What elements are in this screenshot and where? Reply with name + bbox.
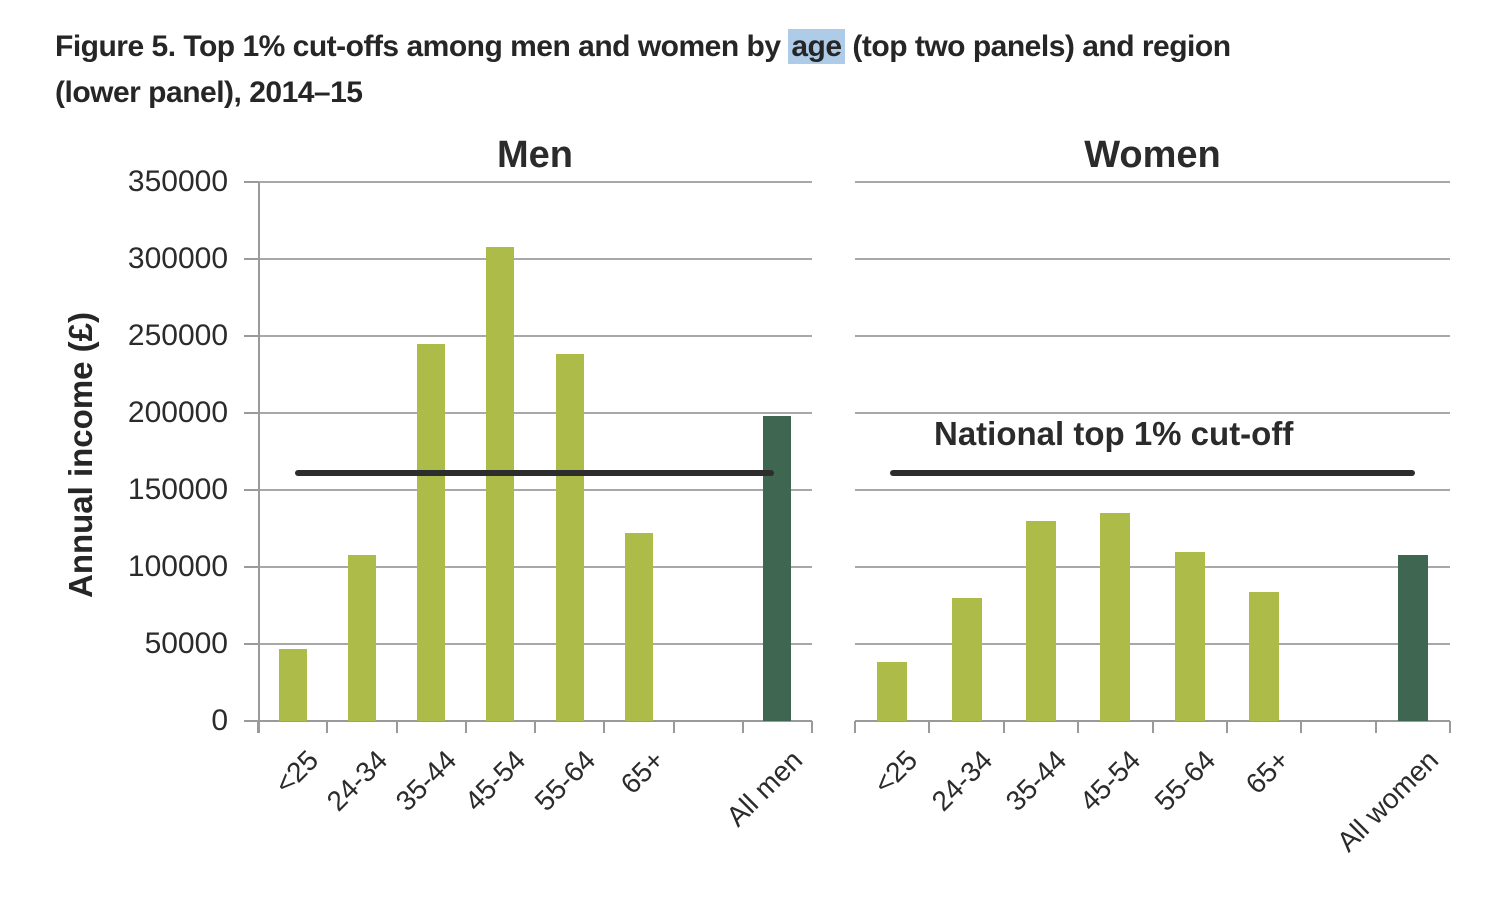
x-axis-tick bbox=[1449, 721, 1451, 733]
y-axis-tick-labels: 350000 300000 250000 200000 150000 100000 5000… bbox=[95, 165, 242, 737]
title-text-before: Figure 5. Top 1% cut-offs among men and … bbox=[55, 30, 789, 63]
bar-55-64 bbox=[555, 354, 584, 721]
y-axis-tick bbox=[244, 412, 258, 414]
bar-all-women bbox=[1397, 554, 1428, 721]
bar-24-34 bbox=[951, 597, 982, 721]
bar--25 bbox=[877, 662, 908, 721]
bar-65+ bbox=[1249, 591, 1280, 721]
x-axis-tick bbox=[603, 721, 606, 733]
bar-35-44 bbox=[1025, 520, 1056, 721]
y-axis-tick bbox=[244, 566, 258, 568]
x-axis-tick bbox=[741, 721, 744, 733]
y-tick-label: 350000 bbox=[127, 165, 228, 198]
y-axis-tick bbox=[244, 181, 258, 183]
y-axis-tick bbox=[244, 258, 258, 260]
y-tick-label: 300000 bbox=[127, 242, 228, 275]
x-axis-tick bbox=[1300, 721, 1303, 733]
x-tick-label: All women bbox=[1330, 744, 1445, 858]
x-axis-tick bbox=[1151, 721, 1154, 733]
gridline bbox=[258, 335, 812, 337]
y-tick-label: 200000 bbox=[127, 396, 228, 429]
figure-title: Figure 5. Top 1% cut-offs among men and … bbox=[55, 24, 1455, 116]
national-cutoff-label: National top 1% cut-off bbox=[934, 415, 1294, 452]
y-axis-line bbox=[258, 182, 260, 733]
national-cutoff-line bbox=[890, 470, 1415, 477]
y-axis-tick bbox=[244, 335, 258, 337]
x-axis-tick bbox=[811, 721, 813, 733]
figure-title-line2: (lower panel), 2014–15 bbox=[55, 76, 363, 109]
gridline bbox=[855, 181, 1450, 183]
y-tick-label: 100000 bbox=[127, 550, 228, 583]
gridline bbox=[258, 566, 812, 568]
gridline bbox=[855, 489, 1450, 491]
gridline bbox=[258, 489, 812, 491]
y-tick-label: 50000 bbox=[144, 627, 228, 660]
women-bar-panel: <25 24-34 35-44 45-54 55-64 65+ All women Natio… bbox=[854, 181, 1451, 858]
gridline bbox=[855, 258, 1450, 260]
x-axis-tick bbox=[326, 721, 329, 733]
y-tick-label: 0 bbox=[211, 704, 228, 737]
panel-title-women: Women bbox=[1084, 134, 1221, 176]
x-axis-tick bbox=[854, 721, 856, 733]
bar--25 bbox=[278, 648, 307, 721]
bar-45-54 bbox=[486, 246, 515, 721]
bar-35-44 bbox=[417, 343, 446, 721]
y-tick-label: 150000 bbox=[127, 473, 228, 506]
x-tick-label: 65+ bbox=[1239, 744, 1296, 800]
x-axis-tick bbox=[534, 721, 536, 733]
national-cutoff-line bbox=[295, 470, 774, 477]
gridline bbox=[258, 643, 812, 645]
x-axis-tick bbox=[1374, 721, 1377, 733]
title-text-after: (top two panels) and region bbox=[844, 30, 1231, 63]
x-axis-tick bbox=[672, 721, 675, 733]
x-axis-tick bbox=[464, 721, 467, 733]
x-axis-tick bbox=[928, 721, 931, 733]
x-tick-label: 35-44 bbox=[999, 744, 1073, 817]
men-bar-panel: <25 24-34 35-44 45-54 55-64 65+ All men bbox=[244, 181, 813, 832]
x-axis-tick bbox=[395, 721, 398, 733]
x-axis-tick bbox=[1002, 721, 1005, 733]
gridline bbox=[855, 566, 1450, 568]
bar-all-men bbox=[763, 416, 792, 721]
gridline bbox=[855, 335, 1450, 337]
bar-45-54 bbox=[1100, 513, 1131, 721]
x-axis-tick bbox=[1225, 721, 1228, 733]
x-axis-tick bbox=[257, 721, 259, 733]
gridline bbox=[855, 643, 1450, 645]
figure-title-line1: Figure 5. Top 1% cut-offs among men and … bbox=[55, 24, 1455, 70]
x-axis-tick bbox=[1077, 721, 1080, 733]
gridline bbox=[258, 181, 812, 183]
x-tick-label: 45-54 bbox=[1073, 744, 1147, 817]
y-axis-tick bbox=[244, 489, 258, 491]
y-tick-label: 250000 bbox=[127, 319, 228, 352]
highlighted-search-term: age bbox=[788, 29, 845, 64]
panel-title-men: Men bbox=[497, 134, 573, 176]
gridline bbox=[258, 412, 812, 414]
bar-55-64 bbox=[1174, 551, 1205, 721]
y-axis-tick bbox=[244, 720, 258, 722]
bar-65+ bbox=[624, 533, 653, 721]
gridline bbox=[855, 412, 1450, 414]
bar-24-34 bbox=[347, 554, 376, 721]
y-axis-tick bbox=[244, 643, 258, 645]
gridline bbox=[258, 258, 812, 260]
